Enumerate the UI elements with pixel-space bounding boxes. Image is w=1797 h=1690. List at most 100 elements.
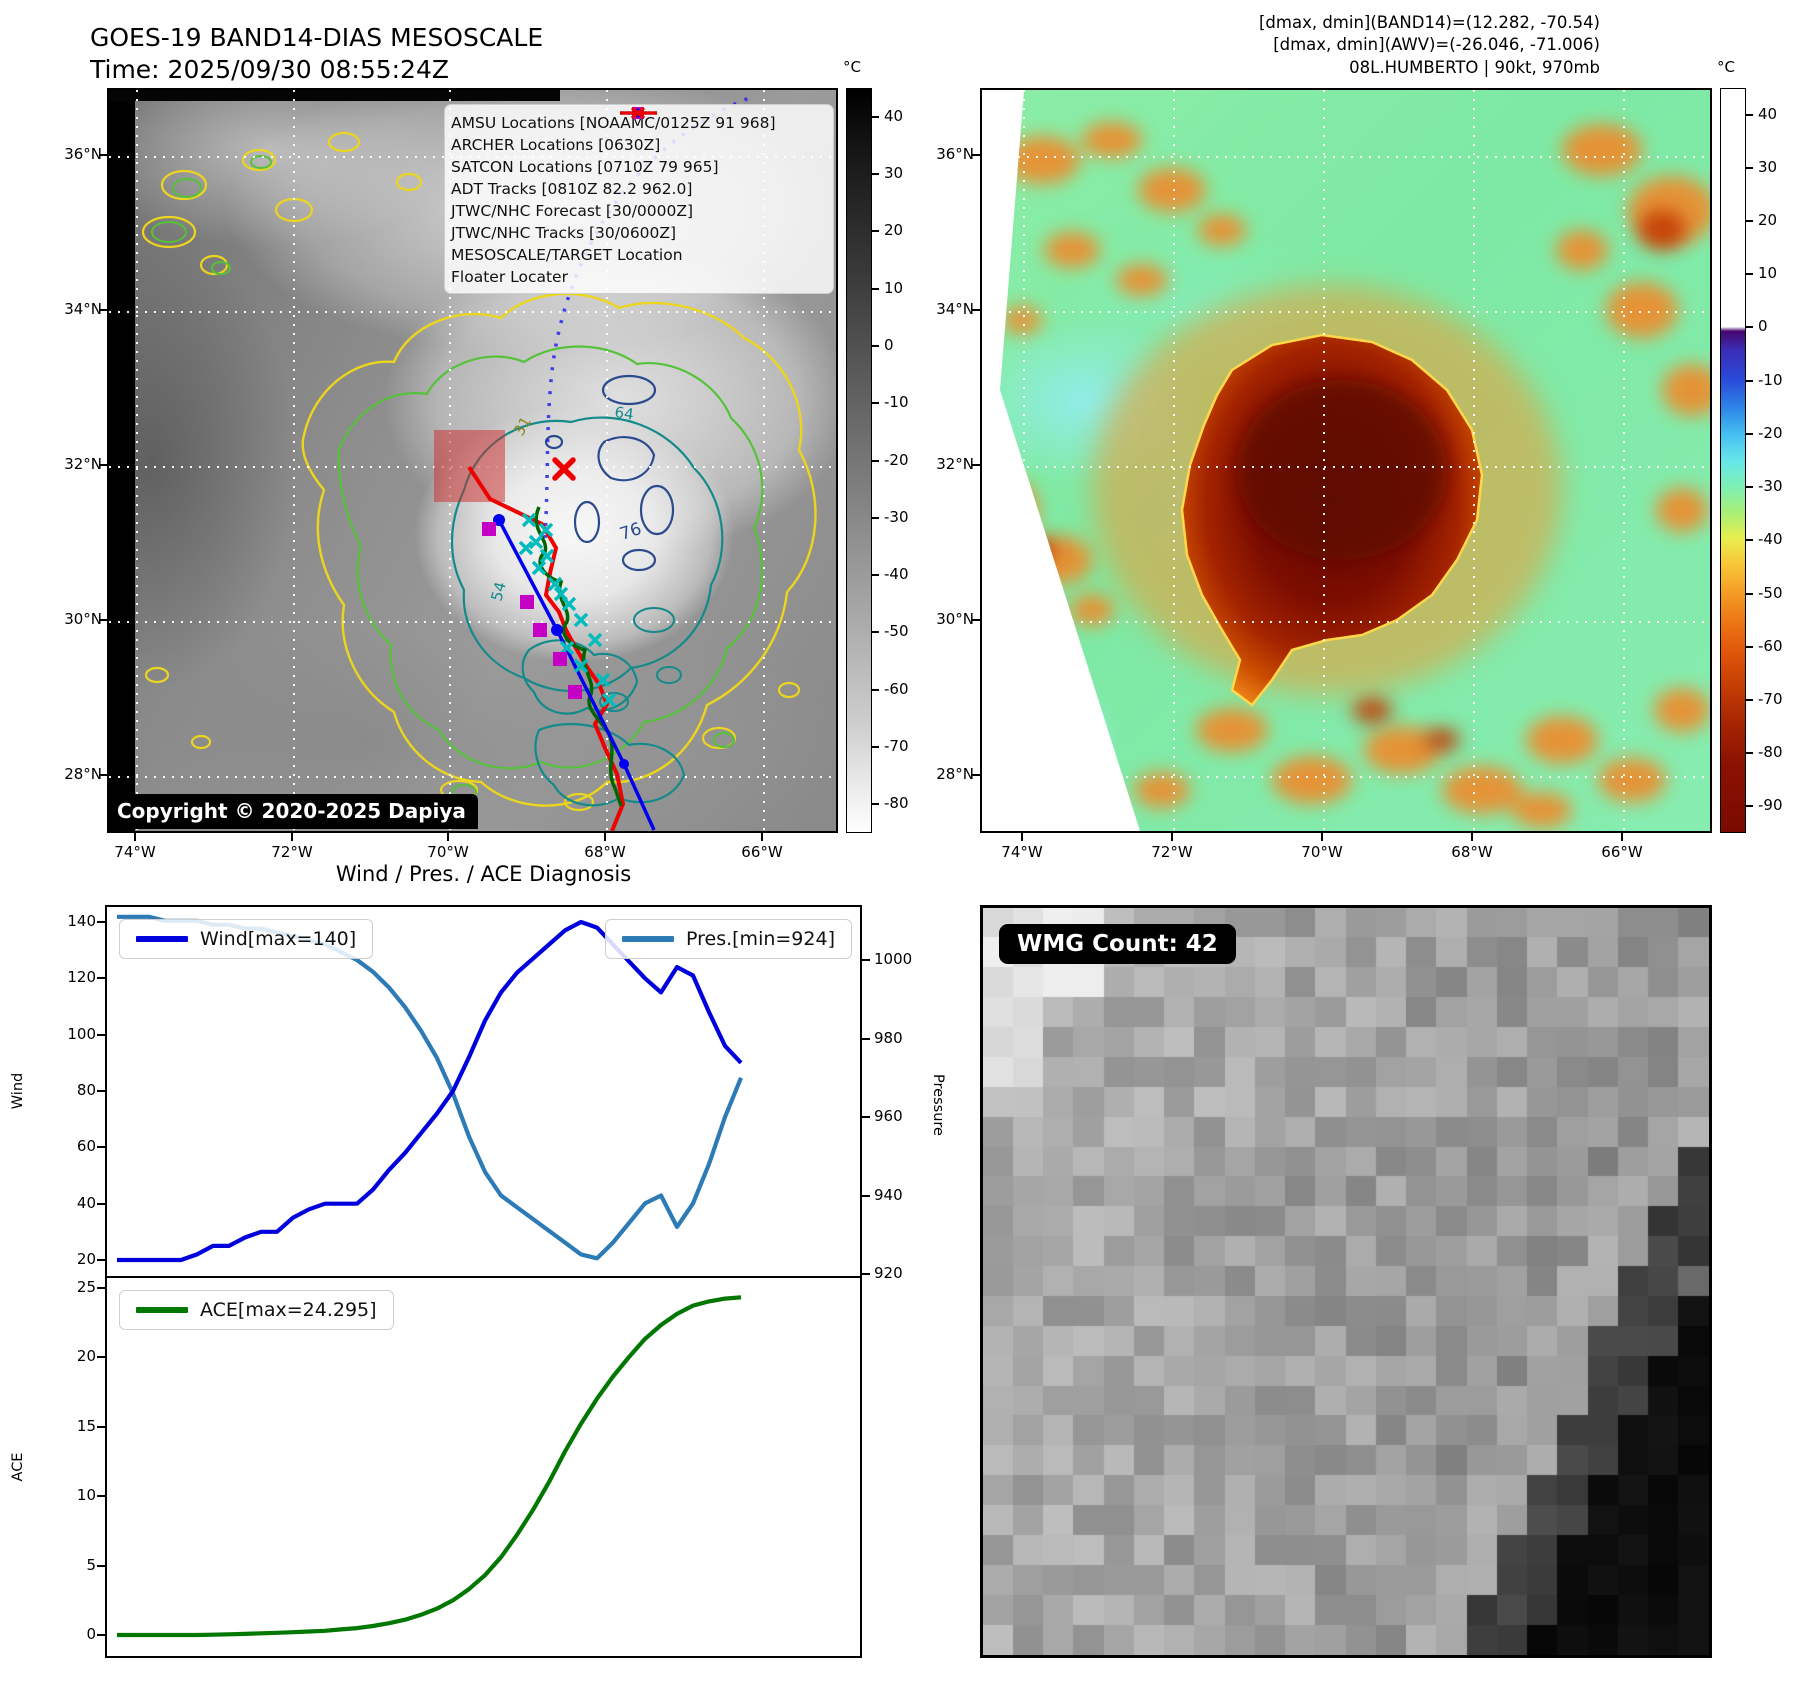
legend-item: ADT Tracks [0810Z 82.2 962.0] <box>451 111 825 199</box>
pressure-tick-label: 960 <box>874 1107 903 1125</box>
colorbar-tick-label: 0 <box>884 335 894 354</box>
colorbar-tick-mark <box>1746 220 1753 223</box>
legend-item-label: AMSU Locations [NOAAMC/0125Z 91 968] <box>451 114 776 132</box>
lon-tick-mark <box>604 833 606 841</box>
contour-green-islands <box>151 155 735 800</box>
lon-tick-label: 68°W <box>1451 843 1493 861</box>
lat-tick-mark <box>99 154 107 156</box>
colorbar-tick-mark <box>872 115 879 118</box>
colorbar-tick-label: -80 <box>1758 743 1783 762</box>
wind-line-swatch <box>136 936 188 942</box>
colorbar-tick-mark <box>872 574 879 577</box>
sector-edge <box>109 90 560 101</box>
pressure-axis-label: Pressure <box>930 1074 946 1136</box>
pressure-tick-mark <box>862 1273 870 1275</box>
colorbar-tick-mark <box>1746 166 1753 169</box>
wmg-pixel-image <box>983 908 1709 1655</box>
colorbar-tick-label: -90 <box>1758 796 1783 815</box>
ace-legend: ACE[max=24.295] <box>119 1290 394 1330</box>
pressure-tick-label: 980 <box>874 1028 903 1047</box>
lat-tick-mark <box>972 309 980 311</box>
colorbar-tick-mark <box>872 688 879 691</box>
colorbar-tick-label: -60 <box>1758 636 1783 655</box>
satcon-markers <box>518 512 617 708</box>
lon-tick-label: 72°W <box>1151 843 1193 861</box>
colorbar-tick-mark <box>872 172 879 175</box>
ace-tick-mark <box>97 1356 105 1358</box>
contour-teal-lower <box>534 723 686 807</box>
colorbar-tick-label: -20 <box>1758 423 1783 442</box>
colorbar-tick-mark <box>1746 698 1753 701</box>
contour-teal-inner <box>521 639 639 715</box>
lat-tick-mark <box>972 154 980 156</box>
wind-tick-label: 80 <box>76 1080 96 1099</box>
mesoscale-target-box <box>434 430 505 502</box>
pressure-tick-mark <box>862 1116 870 1118</box>
lat-tick-label: 30°N <box>936 610 974 628</box>
colorbar-tick-label: -60 <box>884 679 909 698</box>
legend-item-label: Floater Locater <box>451 268 568 286</box>
floater-track-line <box>467 465 626 831</box>
colorbar-tick-label: 40 <box>884 106 904 125</box>
lat-tick-label: 32°N <box>936 455 974 473</box>
lon-tick-label: 74°W <box>114 843 156 861</box>
wind-legend: Wind[max=140] <box>119 919 374 959</box>
colorbar-tick-mark <box>1746 805 1753 808</box>
ace-axis-label: ACE <box>10 1452 26 1482</box>
lat-tick-mark <box>972 619 980 621</box>
contour-teal-islands <box>599 607 682 712</box>
page-title: GOES-19 BAND14-DIAS MESOSCALE <box>90 23 544 52</box>
wind-tick-label: 120 <box>67 968 96 987</box>
colorbar-tick-mark <box>1746 379 1753 382</box>
wind-tick-mark <box>97 1089 105 1092</box>
colorbar-tick-label: -50 <box>884 622 909 641</box>
colorbar-tick-label: 10 <box>1758 264 1778 283</box>
ace-tick-label: 20 <box>76 1347 96 1365</box>
lon-tick-label: 74°W <box>1001 843 1043 861</box>
lon-tick-label: 70°W <box>1301 843 1343 861</box>
awv-satellite-map <box>980 88 1712 833</box>
wind-legend-label: Wind[max=140] <box>200 928 357 950</box>
lat-tick-mark <box>99 464 107 466</box>
legend-item: MESOSCALE/TARGET Location <box>451 106 825 265</box>
lon-tick-mark <box>1171 833 1173 841</box>
ace-tick-label: 15 <box>76 1416 96 1435</box>
pressure-legend: Pres.[min=924] <box>605 919 852 959</box>
lat-tick-mark <box>99 774 107 776</box>
colorbar-unit-left: °C <box>843 58 861 76</box>
ace-chart: ACE[max=24.295] <box>105 1276 862 1658</box>
legend-item: ARCHER Locations [0630Z] <box>451 107 825 155</box>
colorbar-tick-mark <box>1746 113 1753 116</box>
contour-label: 76 <box>617 519 644 545</box>
pressure-tick-label: 1000 <box>874 950 913 968</box>
wind-pressure-chart: Wind[max=140] Pres.[min=924] <box>105 905 862 1278</box>
lon-tick-mark <box>1021 833 1023 841</box>
ace-tick-mark <box>97 1634 105 1636</box>
contour-teal <box>450 416 724 693</box>
pressure-tick-mark <box>862 1037 870 1040</box>
colorbar-tick-label: -40 <box>884 565 909 584</box>
pressure-line <box>117 914 743 1261</box>
legend-item-label: JTWC/NHC Forecast [30/0000Z] <box>451 202 694 220</box>
colorbar-unit-right: °C <box>1717 58 1735 76</box>
colorbar-tick-label: -70 <box>1758 689 1783 708</box>
pressure-line-swatch <box>622 936 674 942</box>
legend-item: JTWC/NHC Tracks [30/0600Z] <box>451 108 825 243</box>
wind-tick-label: 140 <box>67 911 96 930</box>
contour-label: 31 <box>510 413 535 439</box>
colorbar-tick-mark <box>1746 645 1753 648</box>
amsu-archer-markers <box>482 522 582 699</box>
line-legend-icon <box>620 111 657 115</box>
lon-tick-mark <box>447 833 449 841</box>
storm-id-intensity: 08L.HUMBERTO | 90kt, 970mb <box>1349 57 1600 77</box>
awv-overlay <box>982 90 1710 831</box>
wind-tick-mark <box>97 977 105 980</box>
lat-tick-mark <box>972 464 980 466</box>
wind-tick-mark <box>97 920 105 923</box>
lat-tick-label: 36°N <box>936 145 974 163</box>
lat-tick-mark <box>99 619 107 621</box>
jtwc-track-line <box>497 519 656 831</box>
colorbar-tick-label: 10 <box>884 278 904 297</box>
colorbar-tick-mark <box>872 631 879 634</box>
lon-tick-label: 66°W <box>741 843 783 861</box>
